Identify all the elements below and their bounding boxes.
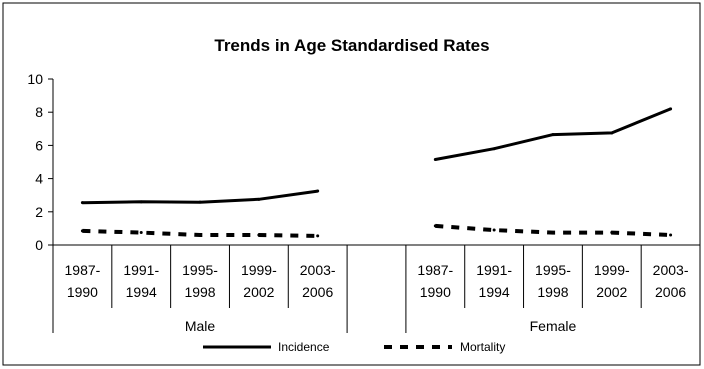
- data-point-incidence: [198, 200, 202, 204]
- x-category-label: 2006: [655, 284, 686, 300]
- x-category-label: 1990: [420, 284, 451, 300]
- data-point-mortality: [610, 231, 614, 235]
- data-point-mortality: [198, 233, 202, 237]
- x-category-label: 2006: [302, 284, 333, 300]
- legend-label-incidence: Incidence: [278, 340, 330, 354]
- y-tick-label: 0: [35, 237, 43, 253]
- data-point-mortality: [80, 229, 84, 233]
- x-category-label: 2002: [596, 284, 627, 300]
- data-point-incidence: [610, 131, 614, 135]
- x-category-label: 1994: [126, 284, 157, 300]
- legend: Incidence Mortality: [203, 340, 505, 354]
- data-point-mortality: [316, 234, 320, 238]
- data-point-incidence: [139, 200, 143, 204]
- x-category-label: 1995-: [535, 262, 571, 278]
- y-tick-label: 8: [35, 104, 43, 120]
- x-category-label: 2002: [243, 284, 274, 300]
- x-category-label: 1999-: [241, 262, 277, 278]
- y-tick-label: 4: [35, 171, 43, 187]
- x-category-label: 1998: [537, 284, 568, 300]
- x-category-label: 1991-: [123, 262, 159, 278]
- x-category-label: 1987-: [65, 262, 101, 278]
- data-point-incidence: [551, 133, 555, 137]
- data-point-incidence: [669, 107, 673, 111]
- data-point-incidence: [316, 189, 320, 193]
- x-category-label: 2003-: [653, 262, 689, 278]
- y-tick-label: 6: [35, 137, 43, 153]
- x-category-label: 1990: [67, 284, 98, 300]
- x-category-label: 1987-: [417, 262, 453, 278]
- x-category-label: 1991-: [476, 262, 512, 278]
- axes: 0 2 4 6 8 10: [27, 71, 700, 333]
- chart-border: [2, 2, 701, 366]
- x-category-label: 2003-: [300, 262, 336, 278]
- data-point-mortality: [257, 233, 261, 237]
- series-layer: [80, 107, 673, 238]
- x-category-label: 1998: [184, 284, 215, 300]
- data-point-mortality: [433, 224, 437, 228]
- y-tick-label: 10: [27, 71, 43, 87]
- data-point-incidence: [492, 147, 496, 151]
- x-category-label: 1994: [479, 284, 510, 300]
- x-category-label: 1999-: [594, 262, 630, 278]
- y-tick-label: 2: [35, 204, 43, 220]
- data-point-mortality: [669, 233, 673, 237]
- data-point-mortality: [492, 228, 496, 232]
- data-point-incidence: [257, 197, 261, 201]
- legend-label-mortality: Mortality: [460, 340, 505, 354]
- x-category-label: 1995-: [182, 262, 218, 278]
- x-group-label: Male: [185, 318, 216, 334]
- x-group-label: Female: [530, 318, 577, 334]
- chart-title: Trends in Age Standardised Rates: [214, 36, 489, 55]
- data-point-mortality: [551, 231, 555, 235]
- data-point-incidence: [433, 158, 437, 162]
- data-point-mortality: [139, 231, 143, 235]
- x-axis-labels: 1987- 1990 1991- 1994 1995- 1998 1999- 2002 2003…: [65, 262, 689, 334]
- data-point-incidence: [80, 201, 84, 205]
